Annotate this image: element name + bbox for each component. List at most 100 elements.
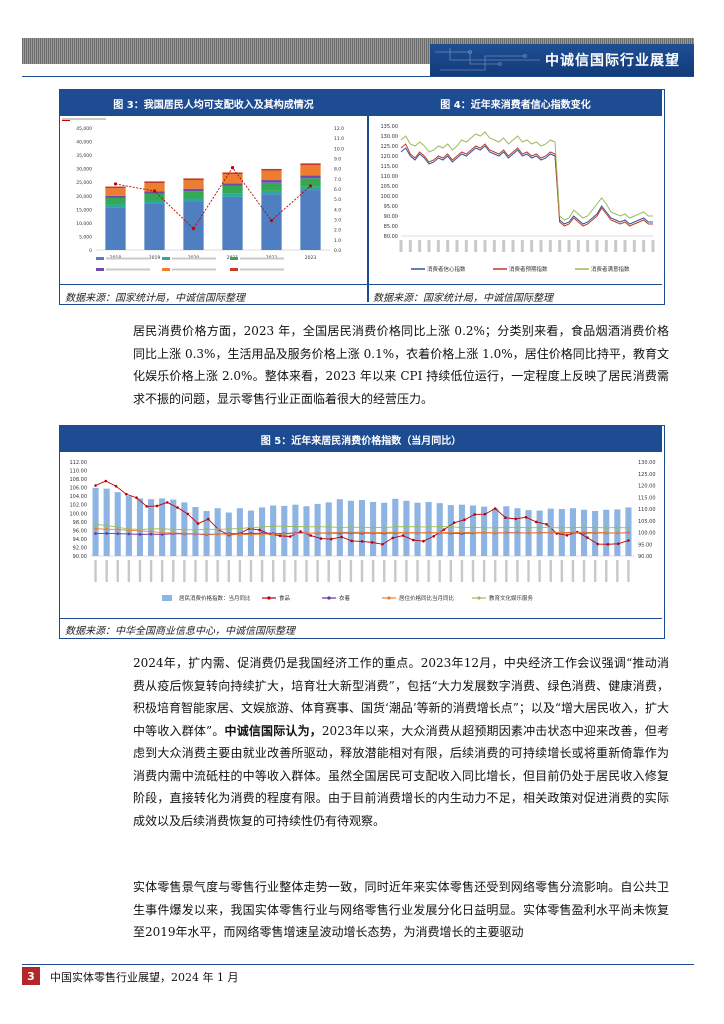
fig5-series-point (449, 525, 453, 529)
fig5-series-point (116, 532, 120, 535)
fig5-xtick-placeholder (349, 560, 353, 582)
fig5-series-point (116, 526, 120, 529)
fig5-xtick-placeholder (160, 560, 164, 582)
fig5-series-point (149, 527, 153, 531)
fig3-growth-line (115, 166, 311, 230)
fig5-y2tick-label: 90.00 (638, 554, 652, 560)
fig3-y2tick-label: 6.0 (334, 187, 341, 193)
fig5-series-point (382, 526, 386, 529)
fig5-xtick-placeholder (138, 560, 142, 582)
circuit-pattern-icon (435, 48, 540, 71)
fig3-legend-text-placeholder (62, 118, 106, 120)
fig5-bar (148, 499, 155, 556)
fig4-xtick-placeholder (502, 240, 506, 252)
fig4-ytick-label: 95.00 (384, 204, 398, 210)
fig4-xtick-placeholder (558, 240, 562, 252)
fig5-series-point (160, 527, 164, 531)
fig5-series-point (196, 522, 200, 525)
fig5-series-point (183, 528, 186, 531)
fig3-ytick-label: 25,000 (76, 180, 92, 186)
fig3-bar-segment (222, 185, 243, 194)
fig5-xtick-placeholder (260, 560, 264, 582)
fig5-series-point (549, 526, 553, 529)
fig5-bar (458, 504, 465, 556)
fig5-series-point (227, 527, 231, 531)
paragraph-policy-body: 2023年以来，大众消费从超预期因素冲击状态中迎来改善，但考虑到大众消费主要由就… (133, 723, 669, 828)
fig3-y2tick-label: 2.0 (334, 228, 341, 234)
fig3-ytick-label: 35,000 (76, 153, 92, 159)
fig4-xtick-placeholder (586, 240, 590, 252)
fig5-series-point (104, 479, 108, 483)
fig5-xtick-placeholder (549, 560, 552, 582)
fig5-series-point (606, 542, 610, 546)
fig3-bar-segment (183, 188, 204, 192)
fig5-ytick-label: 92.00 (73, 545, 87, 551)
fig5-ytick-label: 110.00 (70, 469, 88, 475)
fig5-y2tick-label: 130.00 (638, 460, 656, 466)
fig3-growth-point (191, 227, 196, 231)
fig3-bar-segment (222, 174, 243, 184)
fig5-series-point (238, 533, 242, 536)
fig4-ytick-label: 105.00 (381, 184, 399, 190)
fig5-series-point (405, 525, 408, 528)
fig5-series-point (338, 526, 342, 529)
fig3-bar-segment (300, 165, 321, 176)
fig5-bar (92, 487, 99, 556)
fig4-xtick-placeholder (576, 240, 580, 252)
fig5-series-point (382, 531, 386, 534)
fig5-series-point (105, 527, 108, 531)
fig5-legend-marker (477, 596, 481, 600)
fig5-series-point (278, 534, 282, 538)
fig3-bar-segment (183, 201, 204, 250)
fig3-bar-segment (144, 203, 165, 250)
fig5-series-point (282, 524, 286, 528)
fig5-series-point (329, 537, 333, 541)
fig3-ytick-label: 15,000 (76, 207, 92, 213)
fig5-series-point (205, 527, 208, 531)
fig5-series-point (294, 532, 297, 535)
fig5-series-point (427, 525, 430, 529)
fig5-xtick-placeholder (338, 560, 341, 582)
fig5-series-point (627, 526, 630, 530)
fig5-series-point (371, 531, 375, 534)
fig3-bar-segment (105, 207, 126, 250)
fig4-xtick-placeholder (614, 240, 618, 252)
fig5-series-point (582, 526, 586, 529)
fig5-series-point (482, 531, 486, 535)
fig4-title: 图 4：近年来消费者信心指数变化 (369, 90, 662, 116)
fig5-series-point (127, 532, 131, 536)
fig5-xtick-placeholder (105, 560, 108, 582)
fig4-xtick-placeholder (446, 240, 450, 252)
fig5-series-point (149, 530, 153, 533)
fig5-series-point (527, 526, 530, 530)
fig5-xtick-placeholder (538, 560, 541, 582)
fig5-ytick-label: 100.00 (70, 511, 88, 517)
fig5-bar (425, 501, 432, 556)
fig4-xtick-placeholder (623, 240, 627, 252)
fig5-series-point (260, 532, 264, 536)
fig5-legend-label: 教育文化娱乐服务 (489, 594, 534, 602)
fig5-series-point (145, 505, 149, 508)
fig5-series-point (604, 526, 608, 530)
fig4-xtick-placeholder (567, 240, 571, 252)
fig5-xtick-placeholder (227, 560, 230, 582)
fig3-y2tick-label: 0.0 (334, 248, 341, 254)
fig5-xtick-placeholder (582, 560, 586, 582)
fig3-chart: 45,000 40,000 35,000 30,000 25,000 20,000 15,0… (62, 118, 344, 271)
fig3-ytick-label: 40,000 (76, 140, 92, 146)
fig3-ytick-label: 45,000 (76, 126, 92, 132)
fig5-series-point (305, 531, 308, 535)
fig3-bar-segment (300, 186, 321, 191)
fig5-xtick-placeholder (127, 560, 131, 582)
fig5-series-point (493, 531, 497, 535)
fig5-xtick-placeholder (305, 560, 308, 582)
fig5-series-point (360, 526, 364, 529)
fig4-xtick-placeholder (474, 240, 478, 252)
fig4-ytick-label: 85.00 (384, 224, 398, 230)
fig5-series-point (371, 526, 375, 529)
fig5-series-point (316, 531, 319, 535)
fig5-bar (503, 506, 510, 556)
fig5-series-point (216, 528, 219, 531)
fig5-series-point (616, 526, 619, 529)
fig5-xtick-placeholder (316, 560, 319, 582)
